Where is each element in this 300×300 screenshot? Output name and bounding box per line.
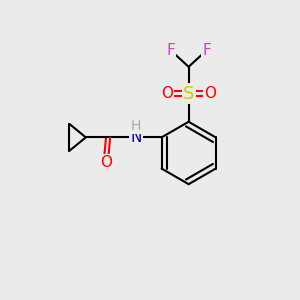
Text: S: S	[183, 85, 194, 103]
Text: O: O	[161, 86, 173, 101]
Text: N: N	[130, 130, 141, 145]
Text: F: F	[167, 43, 175, 58]
Text: F: F	[202, 43, 211, 58]
Text: O: O	[204, 86, 216, 101]
Text: H: H	[130, 119, 141, 133]
Text: O: O	[100, 155, 112, 170]
